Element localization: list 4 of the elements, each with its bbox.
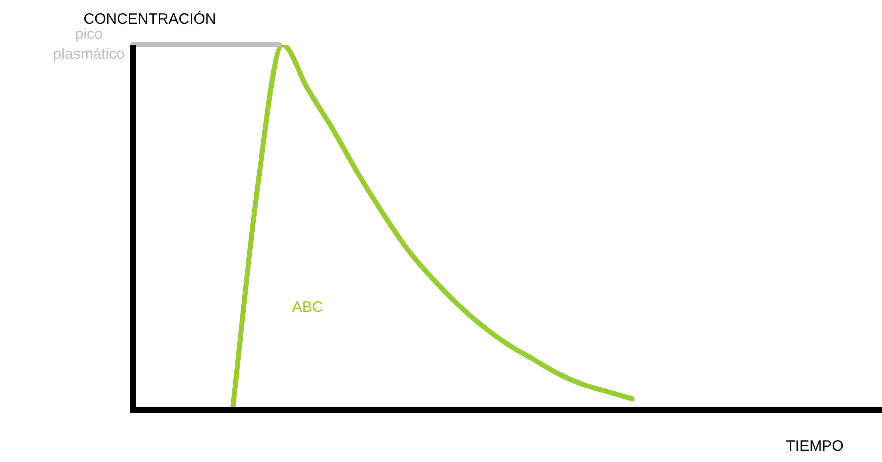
ref-line-label: pico plasmático: [53, 26, 126, 64]
annotation: ABC: [292, 298, 324, 316]
y-axis-title: CONCENTRACIÓN: [84, 10, 216, 28]
x-axis-title: TIEMPO: [786, 438, 844, 456]
